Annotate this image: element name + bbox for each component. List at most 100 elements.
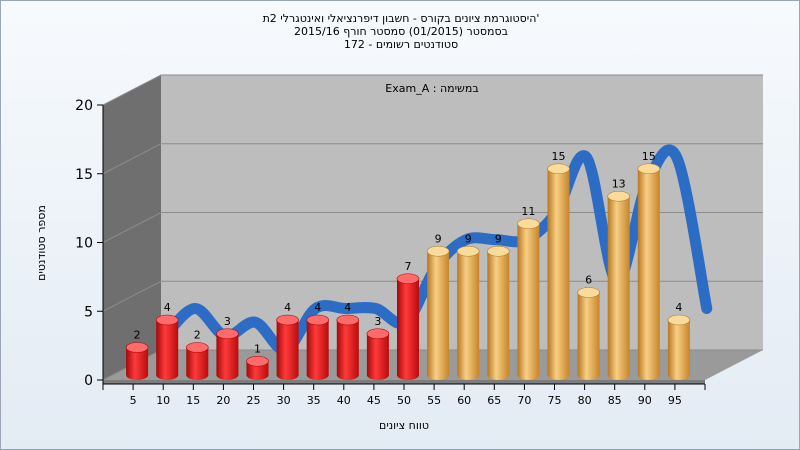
bar-top xyxy=(577,287,600,298)
x-tick-label: 55 xyxy=(427,394,441,407)
bar-value-label: 13 xyxy=(612,177,626,190)
bar-top xyxy=(366,328,390,340)
bar-body xyxy=(547,168,570,380)
chart-floor-edge xyxy=(103,380,705,384)
x-tick-label: 90 xyxy=(638,394,652,407)
x-tick-label: 15 xyxy=(186,394,200,407)
title-line: 172 - סטודנטים רשומים xyxy=(343,38,459,51)
chart-title: היסטוגרמת ציונים בקורס - חשבון דיפרנציאל… xyxy=(1,12,800,51)
bar-top xyxy=(547,163,570,175)
histogram-bar: 1 xyxy=(246,342,269,380)
bar-value-label: 7 xyxy=(405,260,412,273)
bar-top xyxy=(667,314,691,326)
histogram-bar: 9 xyxy=(456,232,480,380)
histogram-bar: 2 xyxy=(186,329,209,380)
bar-body xyxy=(336,320,359,380)
bar-value-label: 2 xyxy=(134,329,141,342)
histogram-bar: 2 xyxy=(125,329,149,380)
chart-subtitle: Exam_A : במשימה xyxy=(385,82,478,95)
y-tick-label: 10 xyxy=(75,236,93,252)
bar-value-label: 3 xyxy=(374,315,381,328)
bar-value-label: 9 xyxy=(465,232,472,245)
x-tick-label: 80 xyxy=(578,394,592,407)
histogram-bar: 13 xyxy=(607,177,631,380)
bar-top xyxy=(456,245,480,257)
bar-top xyxy=(155,314,179,326)
histogram-bar: 4 xyxy=(667,301,691,380)
bar-body xyxy=(216,333,239,380)
gridline xyxy=(102,74,763,106)
x-axis-label: טווח ציונים xyxy=(379,419,429,432)
bar-value-label: 4 xyxy=(344,301,351,314)
bar-top xyxy=(125,342,149,353)
axes-group: 0 5 10 15 20 5 10 15 20 25 30 35 40 45 50 55 60 65 70 75 80 8… xyxy=(75,98,706,407)
x-tick-label: 5 xyxy=(130,394,137,407)
x-tick-label: 20 xyxy=(216,394,230,407)
bars-group: 2 4 2 3 1 4 4 4 3 7 9 9 9 11 15 6 13 15 4 xyxy=(125,150,691,380)
bar-body xyxy=(276,320,299,380)
bar-value-label: 4 xyxy=(675,301,682,314)
y-axis-label: מספר סטודנטים xyxy=(35,205,48,281)
histogram-bar: 3 xyxy=(366,315,390,380)
bar-value-label: 1 xyxy=(254,342,261,355)
bar-top xyxy=(186,342,209,353)
bar-body xyxy=(126,347,149,380)
bar-value-label: 6 xyxy=(585,274,592,287)
bar-body xyxy=(156,320,179,380)
bar-top xyxy=(336,314,360,326)
bar-value-label: 9 xyxy=(495,232,502,245)
histogram-bar: 15 xyxy=(547,150,570,380)
x-tick-label: 10 xyxy=(156,394,170,407)
bar-value-label: 4 xyxy=(314,301,321,314)
bar-body xyxy=(366,333,389,380)
bar-value-label: 15 xyxy=(642,150,656,163)
bar-body xyxy=(577,292,600,380)
trend-curve xyxy=(159,144,713,356)
title-line: בסמסטר (01/2015) סמסטר חורף 2015/16 xyxy=(294,25,508,38)
histogram-bar: 11 xyxy=(517,205,540,380)
histogram-bar: 4 xyxy=(155,301,179,380)
x-tick-label: 25 xyxy=(247,394,261,407)
bar-body xyxy=(246,361,269,380)
bar-value-label: 15 xyxy=(552,150,566,163)
x-tick-label: 70 xyxy=(517,394,531,407)
bar-top xyxy=(517,218,540,230)
bar-body xyxy=(306,320,329,380)
x-tick-label: 45 xyxy=(367,394,381,407)
bar-value-label: 4 xyxy=(284,301,291,314)
bar-body xyxy=(397,278,419,380)
histogram-bar: 3 xyxy=(216,315,239,380)
bar-body xyxy=(667,320,690,380)
title-line: היסטוגרמת ציונים בקורס - חשבון דיפרנציאל… xyxy=(262,12,540,25)
bar-body xyxy=(637,168,660,380)
y-tick-label: 5 xyxy=(84,304,93,320)
x-tick-label: 95 xyxy=(668,394,682,407)
x-tick-label: 30 xyxy=(277,394,291,407)
x-tick-label: 65 xyxy=(487,394,501,407)
bar-top xyxy=(426,245,450,257)
bar-value-label: 2 xyxy=(194,329,201,342)
bar-top xyxy=(486,245,510,257)
y-tick-label: 0 xyxy=(84,373,93,389)
bar-body xyxy=(487,251,510,380)
x-tick-label: 50 xyxy=(397,394,411,407)
bar-body xyxy=(607,196,630,380)
histogram-bar: 4 xyxy=(336,301,360,380)
bar-value-label: 11 xyxy=(521,205,535,218)
bar-value-label: 9 xyxy=(435,232,442,245)
bar-body xyxy=(457,251,480,380)
bar-value-label: 4 xyxy=(164,301,171,314)
x-tick-label: 40 xyxy=(337,394,351,407)
gridline xyxy=(102,143,763,175)
histogram-bar: 15 xyxy=(637,150,661,380)
histogram-bar: 7 xyxy=(396,260,420,380)
bar-top xyxy=(637,163,661,175)
histogram-bar: 4 xyxy=(276,301,299,380)
bar-value-label: 3 xyxy=(224,315,231,328)
bar-top xyxy=(396,273,420,285)
histogram-bar: 9 xyxy=(486,232,510,380)
y-tick-label: 20 xyxy=(75,98,93,114)
y-tick-label: 15 xyxy=(75,167,93,183)
histogram-bar: 6 xyxy=(577,274,600,380)
